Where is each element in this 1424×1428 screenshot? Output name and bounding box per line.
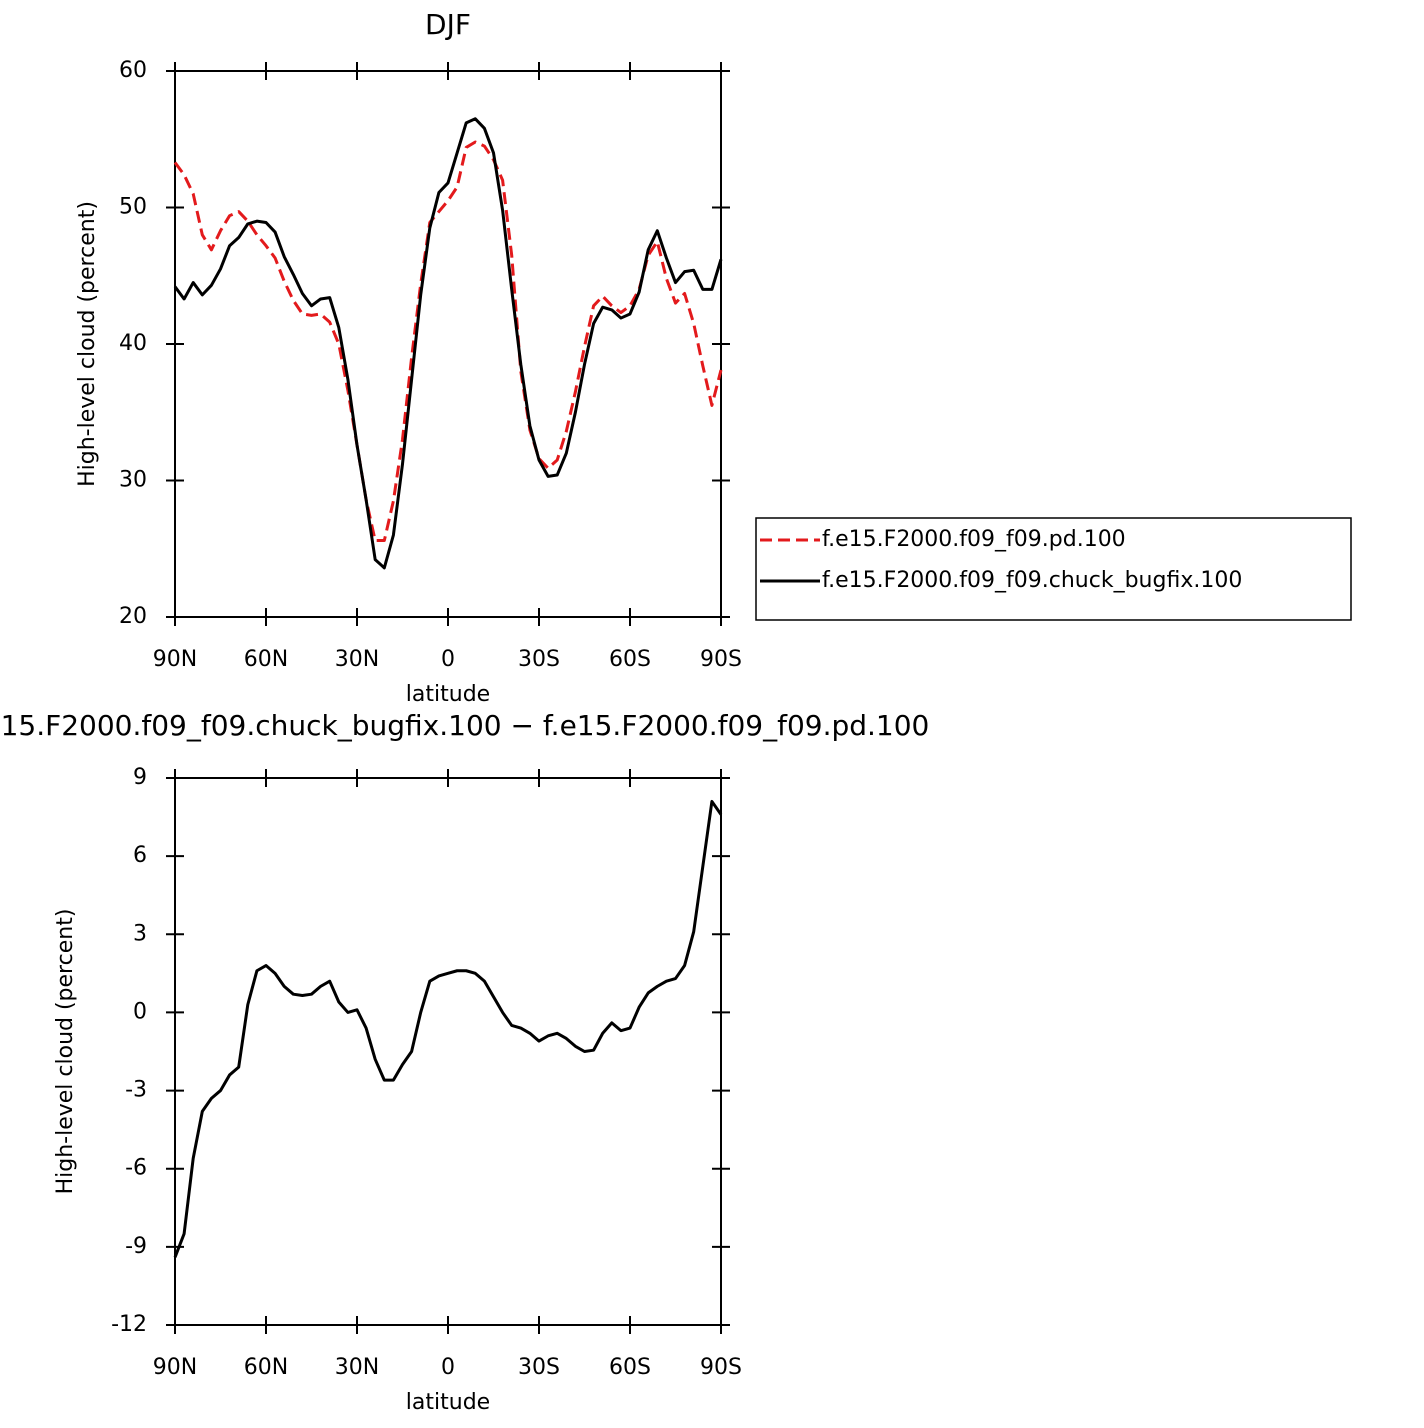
x-tick-label: 60S [609,1355,651,1380]
y-tick-label: -3 [125,1078,147,1103]
plot-frame [174,777,722,1326]
y-tick-label: 9 [133,765,147,790]
x-tick-label: 90N [153,647,197,672]
y-tick-label: -9 [125,1234,147,1259]
x-tick-label: 60S [609,647,651,672]
y-tick-label: 60 [119,58,147,83]
chart-title: f.e15.F2000.f09_f09.chuck_bugfix.100 − f… [0,709,929,742]
y-tick-label: 6 [133,843,147,868]
y-axis-label: High-level cloud (percent) [53,909,78,1195]
y-tick-label: -6 [125,1156,147,1181]
x-axis-label: latitude [406,1390,490,1415]
data-line [173,140,723,543]
legend-label: f.e15.F2000.f09_f09.pd.100 [822,527,1126,552]
y-tick-label: 50 [119,195,147,220]
plot-frame [174,70,722,618]
x-tick-label: 90S [700,1355,742,1380]
x-tick-label: 0 [441,1355,455,1380]
x-tick-label: 60N [244,1355,288,1380]
y-tick-label: -12 [111,1312,147,1337]
legend-label: f.e15.F2000.f09_f09.chuck_bugfix.100 [822,568,1242,593]
y-tick-label: 3 [133,921,147,946]
legend-box [755,517,1352,621]
data-line [173,799,723,1258]
x-tick-label: 90N [153,1355,197,1380]
y-axis-label: High-level cloud (percent) [75,201,100,487]
chart-title: DJF [425,8,471,41]
x-tick-label: 30S [518,1355,560,1380]
x-axis-label: latitude [406,682,490,707]
x-tick-label: 30N [335,1355,379,1380]
x-tick-label: 90S [700,647,742,672]
x-tick-label: 60N [244,647,288,672]
y-tick-label: 40 [119,331,147,356]
data-line [173,117,723,570]
legend: f.e15.F2000.f09_f09.pd.100 f.e15.F2000.f0… [755,517,1352,621]
x-tick-label: 30S [518,647,560,672]
y-tick-label: 0 [133,999,147,1024]
y-tick-label: 20 [119,604,147,629]
x-tick-label: 0 [441,647,455,672]
y-tick-label: 30 [119,468,147,493]
x-tick-label: 30N [335,647,379,672]
